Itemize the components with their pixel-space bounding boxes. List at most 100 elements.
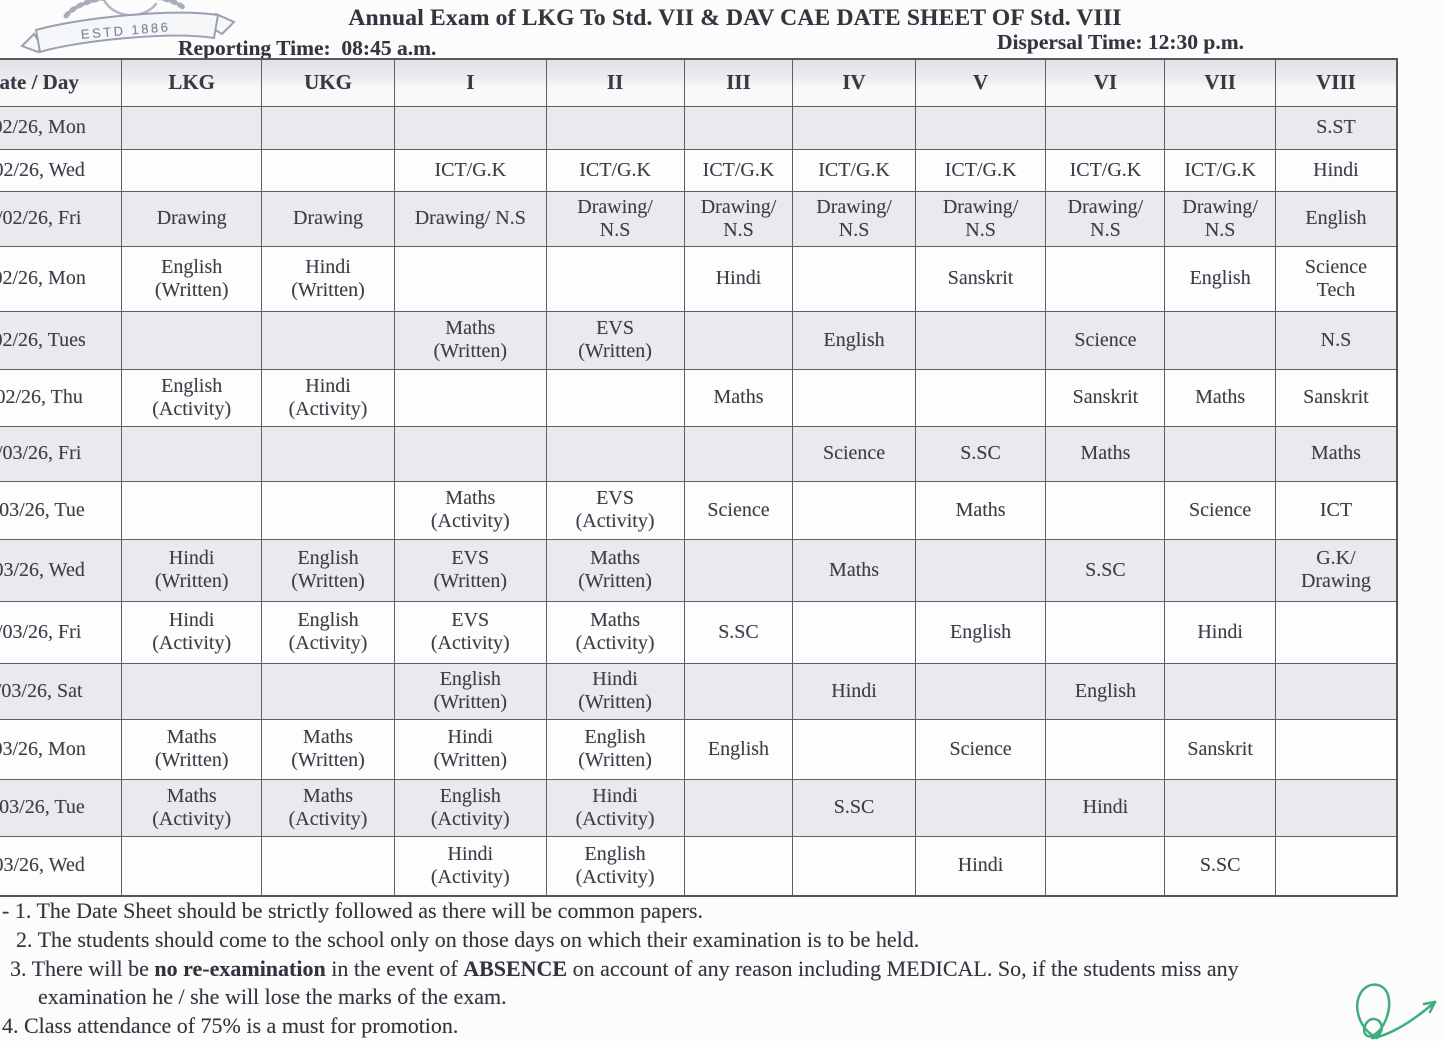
exam-cell-vii: ICT/G.K bbox=[1164, 148, 1276, 192]
column-header-iii: III bbox=[683, 58, 794, 107]
exam-cell-ii: Hindi (Written) bbox=[545, 662, 685, 720]
exam-cell-i: Hindi (Written) bbox=[394, 718, 547, 780]
note-line: - 1. The Date Sheet should be strictly f… bbox=[2, 898, 703, 923]
exam-cell-viii: Science Tech bbox=[1274, 245, 1398, 312]
exam-cell-vii: Science bbox=[1164, 480, 1276, 540]
exam-cell-i: English (Activity) bbox=[394, 778, 547, 837]
exam-cell-lkg bbox=[121, 148, 263, 192]
exam-cell-lkg bbox=[121, 425, 263, 482]
exam-cell-i: EVS (Activity) bbox=[394, 600, 547, 664]
exam-cell-viii: English bbox=[1274, 190, 1398, 247]
exam-cell-iii: Hindi bbox=[683, 245, 794, 312]
exam-cell-iv: ICT/G.K bbox=[792, 148, 916, 192]
table-row: 02/26, Mon S.ST bbox=[0, 105, 1398, 150]
exam-cell-iv bbox=[792, 368, 916, 427]
exam-cell-iii: Drawing/ N.S bbox=[683, 190, 794, 247]
exam-cell-ii: ICT/G.K bbox=[545, 148, 685, 192]
exam-cell-vi: ICT/G.K bbox=[1045, 148, 1166, 192]
date-cell: /02/26, Fri bbox=[0, 190, 123, 247]
exam-cell-iii bbox=[683, 105, 794, 150]
table-row: 02/26, Mon English (Written) Hindi (Writte… bbox=[0, 245, 1398, 312]
exam-cell-vii bbox=[1164, 425, 1276, 482]
exam-cell-iii bbox=[683, 835, 794, 897]
exam-cell-vii: Drawing/ N.S bbox=[1164, 190, 1276, 247]
exam-cell-vii: Maths bbox=[1164, 368, 1276, 427]
exam-cell-iii: S.SC bbox=[683, 600, 794, 664]
table-row: /03/26, Tue Maths (Activity) Maths (Activi… bbox=[0, 778, 1398, 837]
exam-cell-lkg: Hindi (Activity) bbox=[121, 600, 263, 664]
date-cell: /03/26, Sat bbox=[0, 662, 123, 720]
date-cell: 02/26, Mon bbox=[0, 245, 123, 312]
exam-cell-viii: Sanskrit bbox=[1274, 368, 1398, 427]
exam-cell-ukg bbox=[261, 105, 396, 150]
table-row: 03/26, Wed Hindi (Written) English (Writte… bbox=[0, 538, 1398, 602]
exam-cell-viii bbox=[1274, 600, 1398, 664]
exam-cell-ii: EVS (Written) bbox=[545, 310, 685, 370]
table-row: /03/26, Sat English (Written) Hindi (Writt… bbox=[0, 662, 1398, 720]
exam-cell-ukg: Drawing bbox=[261, 190, 396, 247]
exam-cell-lkg bbox=[121, 105, 263, 150]
exam-cell-iv bbox=[792, 835, 916, 897]
exam-cell-iii: Science bbox=[683, 480, 794, 540]
exam-cell-iv bbox=[792, 718, 916, 780]
exam-cell-iv: English bbox=[792, 310, 916, 370]
exam-cell-vi: Hindi bbox=[1045, 778, 1166, 837]
column-header-ukg: UKG bbox=[261, 58, 396, 107]
exam-cell-vii: Hindi bbox=[1164, 600, 1276, 664]
exam-cell-iv: Hindi bbox=[792, 662, 916, 720]
exam-cell-vii bbox=[1164, 310, 1276, 370]
exam-datesheet-table: ate / Day LKG UKG I II III IV V VI VII VIII 02/26,… bbox=[0, 58, 1398, 897]
table-row: 03/26, Wed Hindi (Activity) English (Activ… bbox=[0, 835, 1398, 897]
exam-cell-lkg bbox=[121, 835, 263, 897]
exam-cell-ukg bbox=[261, 148, 396, 192]
exam-cell-vi bbox=[1045, 105, 1166, 150]
exam-cell-vii bbox=[1164, 105, 1276, 150]
exam-cell-iv: Science bbox=[792, 425, 916, 482]
exam-cell-i: Maths (Written) bbox=[394, 310, 547, 370]
exam-cell-vi bbox=[1045, 600, 1166, 664]
exam-cell-i: English (Written) bbox=[394, 662, 547, 720]
exam-cell-iv: S.SC bbox=[792, 778, 916, 837]
exam-cell-vii bbox=[1164, 538, 1276, 602]
date-cell: /03/26, Fri bbox=[0, 425, 123, 482]
exam-cell-iv bbox=[792, 105, 916, 150]
exam-cell-v bbox=[914, 105, 1047, 150]
exam-cell-ukg: English (Written) bbox=[261, 538, 396, 602]
date-cell: /03/26, Tue bbox=[0, 778, 123, 837]
exam-cell-v: English bbox=[914, 600, 1047, 664]
column-header-viii: VIII bbox=[1274, 58, 1398, 107]
exam-cell-i bbox=[394, 368, 547, 427]
column-header-i: I bbox=[394, 58, 547, 107]
exam-cell-iii: ICT/G.K bbox=[683, 148, 794, 192]
exam-cell-ukg: Hindi (Written) bbox=[261, 245, 396, 312]
exam-cell-ii: EVS (Activity) bbox=[545, 480, 685, 540]
exam-cell-v bbox=[914, 310, 1047, 370]
exam-cell-lkg: Hindi (Written) bbox=[121, 538, 263, 602]
date-cell: /03/26, Tue bbox=[0, 480, 123, 540]
exam-cell-v: Drawing/ N.S bbox=[914, 190, 1047, 247]
exam-cell-lkg: English (Written) bbox=[121, 245, 263, 312]
column-header-ii: II bbox=[545, 58, 685, 107]
exam-cell-iv bbox=[792, 480, 916, 540]
exam-cell-i bbox=[394, 245, 547, 312]
date-cell: 02/26, Thu bbox=[0, 368, 123, 427]
exam-cell-iv bbox=[792, 600, 916, 664]
dispersal-time: Dispersal Time: 12:30 p.m. bbox=[997, 30, 1245, 54]
exam-cell-v: S.SC bbox=[914, 425, 1047, 482]
exam-cell-v: ICT/G.K bbox=[914, 148, 1047, 192]
exam-cell-iii bbox=[683, 662, 794, 720]
exam-cell-iv: Maths bbox=[792, 538, 916, 602]
exam-cell-v: Maths bbox=[914, 480, 1047, 540]
exam-cell-ii bbox=[545, 105, 685, 150]
exam-cell-viii: N.S bbox=[1274, 310, 1398, 370]
column-header-vii: VII bbox=[1164, 58, 1276, 107]
table-row: /03/26, Tue Maths (Activity) EVS (Activity… bbox=[0, 480, 1398, 540]
table-header-row: ate / Day LKG UKG I II III IV V VI VII VIII bbox=[0, 58, 1398, 107]
exam-cell-v: Hindi bbox=[914, 835, 1047, 897]
exam-cell-ukg bbox=[261, 480, 396, 540]
exam-cell-lkg bbox=[121, 310, 263, 370]
exam-cell-vi: Drawing/ N.S bbox=[1045, 190, 1166, 247]
exam-cell-v: Sanskrit bbox=[914, 245, 1047, 312]
exam-cell-viii: ICT bbox=[1274, 480, 1398, 540]
table-row: /03/26, Fri Hindi (Activity) English (Acti… bbox=[0, 600, 1398, 664]
